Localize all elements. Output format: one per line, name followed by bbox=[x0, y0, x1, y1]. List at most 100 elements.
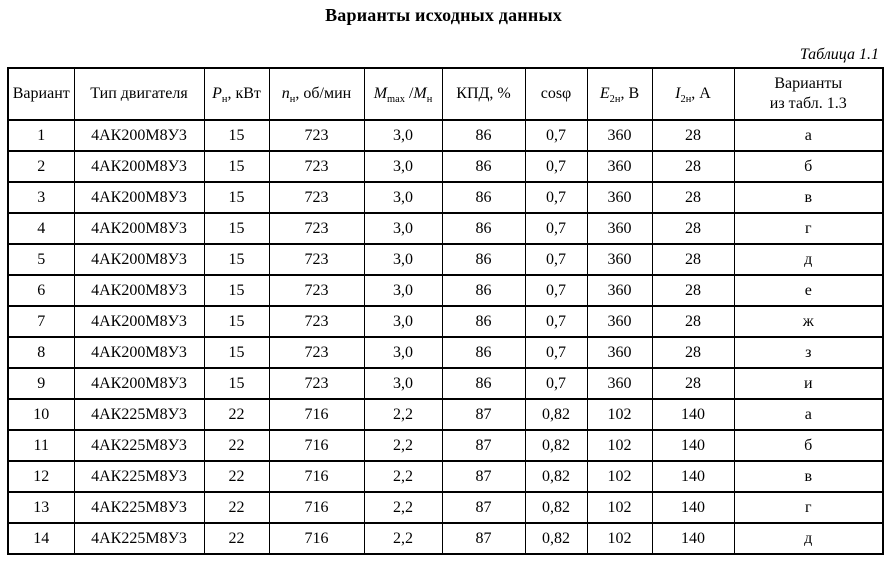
table-cell: 0,7 bbox=[524, 336, 588, 369]
table-cell: 102 bbox=[586, 522, 653, 555]
table-cell: 86 bbox=[441, 119, 526, 152]
table-cell: 3,0 bbox=[363, 150, 443, 183]
table-cell: 87 bbox=[441, 491, 526, 524]
table-cell: 102 bbox=[586, 460, 653, 493]
table-cell: 15 bbox=[203, 212, 270, 245]
header-text: I bbox=[675, 85, 681, 102]
table-cell: 0,7 bbox=[524, 243, 588, 276]
table-cell: 13 bbox=[7, 491, 75, 524]
header-text: 2н bbox=[680, 94, 692, 106]
table-cell: 0,82 bbox=[524, 460, 588, 493]
table-cell: 1 bbox=[7, 119, 75, 152]
header-text: E bbox=[599, 85, 610, 102]
table-row: 1 4АК200М8У3 15 723 3,0 86 0,7 360 28 а bbox=[7, 119, 884, 152]
table-cell: 0,82 bbox=[524, 522, 588, 555]
header-text: / bbox=[404, 85, 414, 102]
table-cell: 2,2 bbox=[363, 398, 443, 431]
table-cell: 4АК225М8У3 bbox=[73, 460, 205, 493]
table-cell: 15 bbox=[203, 243, 270, 276]
table-cell: 2,2 bbox=[363, 429, 443, 462]
table-cell: 4 bbox=[7, 212, 75, 245]
table-row: 3 4АК200М8У3 15 723 3,0 86 0,7 360 28 в bbox=[7, 181, 884, 214]
table-cell: 28 bbox=[651, 181, 735, 214]
header-text: н bbox=[221, 94, 228, 106]
table-cell: 22 bbox=[203, 522, 270, 555]
column-header-6: cosφ bbox=[524, 67, 588, 121]
table-cell: 15 bbox=[203, 119, 270, 152]
header-text: 2н bbox=[609, 94, 621, 106]
column-header-3: nн, об/мин bbox=[268, 67, 365, 121]
table-cell: 716 bbox=[268, 429, 365, 462]
table-cell: 7 bbox=[7, 305, 75, 338]
table-cell: г bbox=[733, 491, 884, 524]
table-row: 6 4АК200М8У3 15 723 3,0 86 0,7 360 28 е bbox=[7, 274, 884, 307]
table-cell: 102 bbox=[586, 491, 653, 524]
table-cell: 10 bbox=[7, 398, 75, 431]
table-cell: 15 bbox=[203, 181, 270, 214]
table-row: 5 4АК200М8У3 15 723 3,0 86 0,7 360 28 д bbox=[7, 243, 884, 276]
table-cell: 4АК225М8У3 bbox=[73, 491, 205, 524]
table-cell: 0,7 bbox=[524, 119, 588, 152]
column-header-9: Варианты из табл. 1.3 bbox=[733, 67, 884, 121]
table-cell: з bbox=[733, 336, 884, 369]
table-row: 12 4АК225М8У3 22 716 2,2 87 0,82 102 140 в bbox=[7, 460, 884, 493]
table-cell: 4АК200М8У3 bbox=[73, 305, 205, 338]
header-text: n bbox=[281, 85, 290, 102]
table-cell: 2 bbox=[7, 150, 75, 183]
table-cell: 9 bbox=[7, 367, 75, 400]
table-cell: 0,7 bbox=[524, 150, 588, 183]
table-cell: 28 bbox=[651, 305, 735, 338]
table-cell: 3,0 bbox=[363, 274, 443, 307]
table-cell: 22 bbox=[203, 460, 270, 493]
table-cell: 22 bbox=[203, 398, 270, 431]
column-header-7: E2н, В bbox=[586, 67, 653, 121]
table-cell: д bbox=[733, 243, 884, 276]
header-text: P bbox=[212, 85, 222, 102]
table-cell: 87 bbox=[441, 522, 526, 555]
table-cell: 28 bbox=[651, 336, 735, 369]
table-cell: 6 bbox=[7, 274, 75, 307]
table-cell: 140 bbox=[651, 522, 735, 555]
table-cell: 716 bbox=[268, 398, 365, 431]
table-cell: 0,82 bbox=[524, 491, 588, 524]
table-cell: 86 bbox=[441, 305, 526, 338]
table-cell: 360 bbox=[586, 150, 653, 183]
table-cell: 12 bbox=[7, 460, 75, 493]
table-cell: 2,2 bbox=[363, 522, 443, 555]
table-row: 8 4АК200М8У3 15 723 3,0 86 0,7 360 28 з bbox=[7, 336, 884, 369]
table-row: 14 4АК225М8У3 22 716 2,2 87 0,82 102 140 д bbox=[7, 522, 884, 555]
header-text: н bbox=[289, 94, 296, 106]
table-cell: 0,7 bbox=[524, 305, 588, 338]
table-cell: 723 bbox=[268, 305, 365, 338]
table-cell: 723 bbox=[268, 243, 365, 276]
table-cell: 22 bbox=[203, 429, 270, 462]
table-cell: 4АК200М8У3 bbox=[73, 367, 205, 400]
table-cell: 8 bbox=[7, 336, 75, 369]
column-header-4: Mmax /Mн bbox=[363, 67, 443, 121]
table-cell: 723 bbox=[268, 150, 365, 183]
table-cell: 86 bbox=[441, 212, 526, 245]
table-cell: в bbox=[733, 181, 884, 214]
table-cell: 4АК225М8У3 bbox=[73, 398, 205, 431]
table-cell: 15 bbox=[203, 336, 270, 369]
table-cell: ж bbox=[733, 305, 884, 338]
table-cell: 86 bbox=[441, 181, 526, 214]
table-cell: 86 bbox=[441, 367, 526, 400]
header-text: , В bbox=[620, 85, 640, 102]
table-cell: б bbox=[733, 150, 884, 183]
header-text: M bbox=[413, 85, 427, 102]
table-cell: 0,7 bbox=[524, 212, 588, 245]
table-cell: 87 bbox=[441, 398, 526, 431]
table-cell: 86 bbox=[441, 336, 526, 369]
column-header-8: I2н, А bbox=[651, 67, 735, 121]
column-header-2: Pн, кВт bbox=[203, 67, 270, 121]
column-header-1: Тип двигателя bbox=[73, 67, 205, 121]
table-cell: д bbox=[733, 522, 884, 555]
table-cell: 723 bbox=[268, 212, 365, 245]
table-cell: 86 bbox=[441, 274, 526, 307]
variants-table: Вариант Тип двигателя Pн, кВт nн, об/мин Mma… bbox=[7, 67, 884, 555]
table-cell: 0,7 bbox=[524, 181, 588, 214]
table-cell: а bbox=[733, 119, 884, 152]
header-text: Вариант bbox=[12, 85, 70, 102]
table-cell: 723 bbox=[268, 274, 365, 307]
